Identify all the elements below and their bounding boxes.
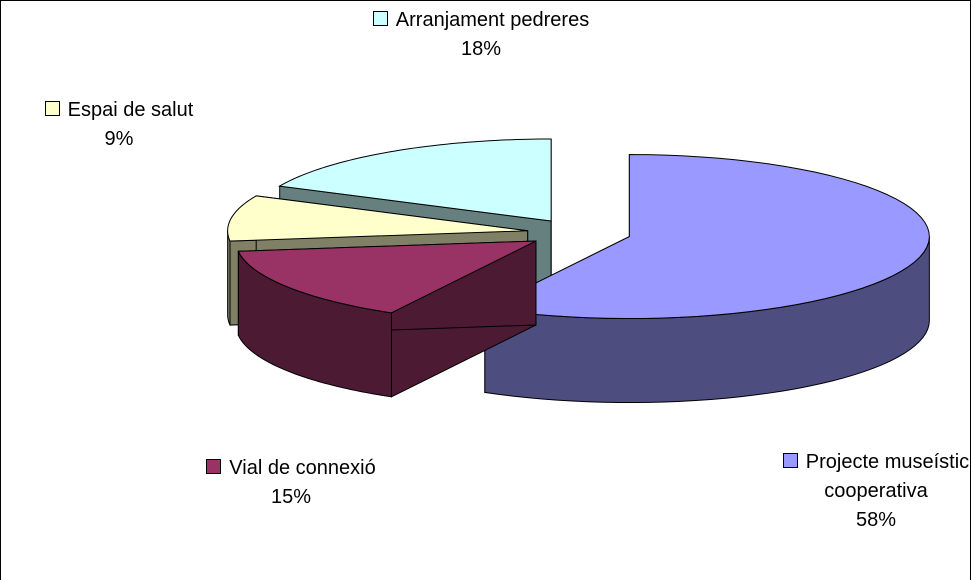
category-name: Arranjament pedreres (395, 9, 590, 31)
legend-key (372, 11, 388, 26)
legend-key (782, 453, 798, 468)
data-label: Arranjament pedreres 18% (371, 6, 591, 64)
legend-key (206, 459, 222, 474)
slice (237, 240, 537, 314)
slice-side (227, 230, 231, 326)
data-label: Projecte museístic cooperativa 58% (776, 448, 970, 535)
category-name: Espai de salut (67, 99, 194, 121)
value-label: 58% (855, 509, 897, 531)
category-name: Vial de connexió (229, 457, 376, 479)
label-name: Espai de salut (9, 96, 229, 125)
slice (483, 154, 930, 320)
value-label: 15% (270, 486, 312, 508)
data-label: Vial de connexió 15% (196, 454, 386, 512)
category-name: Projecte museístic cooperativa (805, 451, 970, 502)
label-name: Projecte museístic cooperativa (776, 448, 970, 506)
slice (278, 138, 552, 222)
legend-key (44, 101, 60, 116)
data-label: Espai de salut 9% (9, 96, 229, 154)
slice (227, 195, 528, 242)
label-name: Arranjament pedreres (371, 6, 591, 35)
value-label: 9% (104, 128, 134, 150)
label-name: Vial de connexió (196, 454, 386, 483)
value-label: 18% (460, 38, 502, 60)
